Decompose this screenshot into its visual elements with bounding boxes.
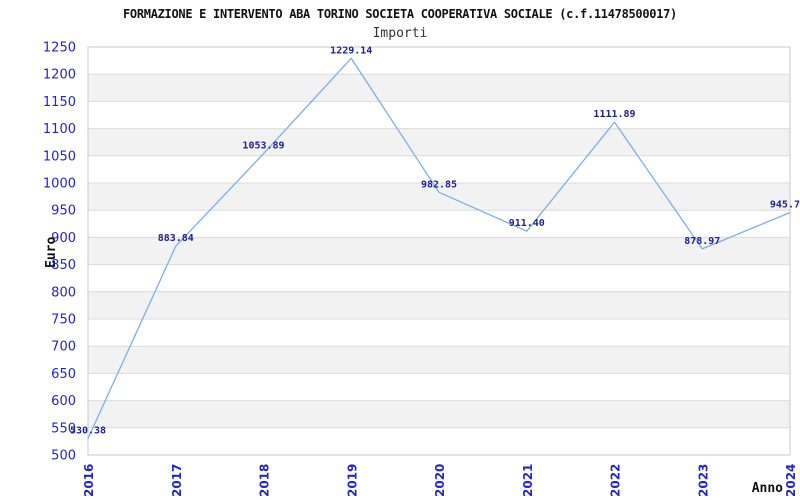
y-tick-label: 550 — [51, 421, 76, 436]
chart-title: FORMAZIONE E INTERVENTO ABA TORINO SOCIE… — [123, 7, 677, 21]
y-tick-label: 500 — [51, 449, 76, 464]
y-tick-label: 700 — [51, 340, 76, 355]
point-label: 1053.89 — [242, 141, 284, 152]
point-label: 530.38 — [70, 425, 106, 436]
point-label: 883.84 — [158, 233, 194, 244]
y-tick-label: 900 — [51, 231, 76, 246]
x-tick-label: 2022 — [609, 464, 623, 497]
y-tick-label: 800 — [51, 285, 76, 300]
grid-band — [88, 346, 790, 374]
grid-band — [88, 291, 790, 319]
grid-band — [88, 237, 790, 265]
point-label: 878.97 — [684, 236, 720, 247]
plot-border — [87, 46, 791, 456]
y-tick-label: 1050 — [43, 149, 76, 164]
x-tick-label: 2018 — [258, 464, 272, 497]
series-line — [87, 57, 791, 439]
point-label: 1111.89 — [593, 109, 635, 120]
x-tick-label: 2016 — [82, 464, 96, 497]
x-tick-label: 2021 — [521, 464, 535, 497]
y-tick-label: 850 — [51, 258, 76, 273]
x-tick-label: 2017 — [170, 464, 184, 497]
x-tick-label: 2024 — [784, 464, 798, 497]
grid-band — [88, 128, 790, 156]
point-label: 982.85 — [421, 179, 457, 190]
chart-subtitle: Importi — [372, 26, 428, 41]
grid-band — [88, 74, 790, 102]
y-tick-label: 1200 — [43, 68, 76, 83]
y-tick-label: 750 — [51, 313, 76, 328]
y-tick-label: 600 — [51, 394, 76, 409]
grid-band — [88, 400, 790, 428]
y-tick-label: 950 — [51, 204, 76, 219]
x-axis-title: Anno — [751, 481, 783, 496]
point-label: 945.7 — [770, 200, 800, 211]
y-tick-label: 650 — [51, 367, 76, 382]
x-tick-label: 2023 — [696, 464, 710, 497]
point-label: 911.40 — [509, 218, 545, 229]
y-tick-label: 1100 — [43, 122, 76, 137]
x-tick-label: 2020 — [433, 464, 447, 497]
x-tick-label: 2019 — [345, 464, 359, 497]
point-label: 1229.14 — [330, 45, 372, 56]
y-tick-label: 1250 — [43, 41, 76, 56]
y-tick-label: 1000 — [43, 177, 76, 192]
y-tick-label: 1150 — [43, 95, 76, 110]
